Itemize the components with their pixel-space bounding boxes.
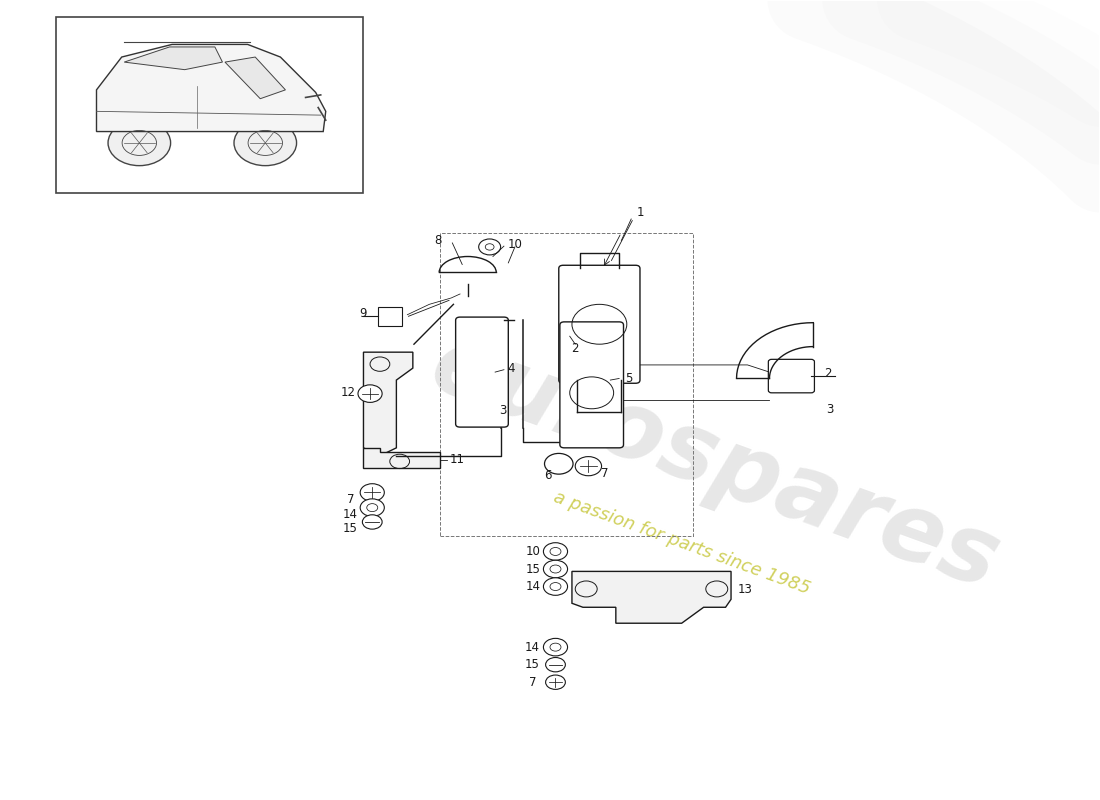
Text: 3: 3 — [499, 404, 506, 417]
Bar — [440, 233, 693, 535]
Text: 8: 8 — [434, 234, 442, 247]
Circle shape — [478, 239, 500, 255]
Text: 4: 4 — [508, 362, 515, 374]
Circle shape — [362, 515, 382, 529]
Polygon shape — [124, 47, 222, 70]
Circle shape — [546, 675, 565, 690]
Circle shape — [360, 484, 384, 502]
Text: 6: 6 — [544, 470, 551, 482]
Circle shape — [546, 658, 565, 672]
Text: 13: 13 — [738, 583, 752, 596]
FancyBboxPatch shape — [559, 266, 640, 383]
Text: 10: 10 — [526, 545, 541, 558]
Circle shape — [358, 385, 382, 402]
Text: 2: 2 — [824, 367, 832, 380]
Text: 3: 3 — [826, 403, 834, 416]
Text: 7: 7 — [601, 467, 608, 480]
Bar — [377, 306, 402, 326]
Text: 11: 11 — [449, 454, 464, 466]
Circle shape — [108, 120, 170, 166]
FancyBboxPatch shape — [560, 322, 624, 448]
Text: 9: 9 — [360, 307, 367, 321]
Bar — [56, 18, 363, 193]
Text: 15: 15 — [526, 562, 541, 575]
Circle shape — [544, 454, 573, 474]
Text: 14: 14 — [526, 580, 541, 593]
Circle shape — [360, 499, 384, 516]
Circle shape — [543, 560, 568, 578]
Text: 7: 7 — [529, 676, 536, 689]
Circle shape — [575, 457, 602, 476]
Text: a passion for parts since 1985: a passion for parts since 1985 — [551, 489, 813, 598]
Circle shape — [543, 542, 568, 560]
Text: 14: 14 — [525, 641, 540, 654]
Text: 1: 1 — [636, 206, 644, 219]
Text: 14: 14 — [343, 507, 358, 521]
Circle shape — [543, 578, 568, 595]
Polygon shape — [97, 45, 326, 131]
Text: 2: 2 — [572, 342, 579, 355]
Text: eurospares: eurospares — [418, 318, 1011, 609]
FancyBboxPatch shape — [768, 359, 814, 393]
Circle shape — [234, 120, 297, 166]
Text: 15: 15 — [525, 658, 540, 671]
Polygon shape — [572, 571, 732, 623]
Text: 10: 10 — [507, 238, 522, 251]
Text: 15: 15 — [343, 522, 358, 535]
Polygon shape — [363, 352, 412, 456]
FancyBboxPatch shape — [455, 317, 508, 427]
Polygon shape — [363, 448, 440, 468]
Text: 7: 7 — [346, 493, 354, 506]
Text: 12: 12 — [341, 386, 355, 398]
Text: 5: 5 — [625, 372, 632, 385]
Circle shape — [543, 638, 568, 656]
Polygon shape — [226, 57, 285, 98]
